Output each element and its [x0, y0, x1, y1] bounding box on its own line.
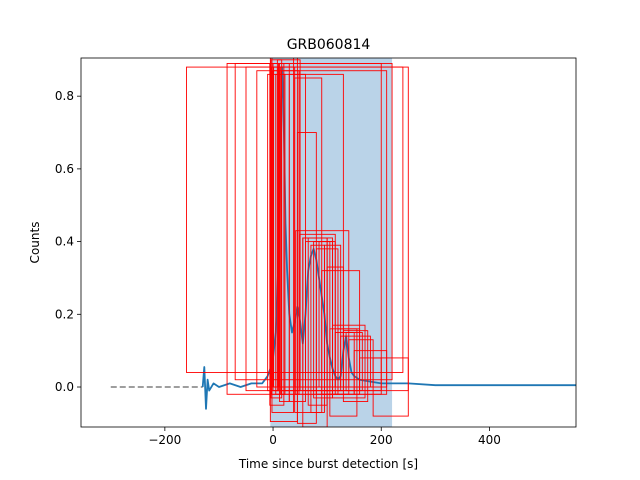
interval-box-45: [372, 357, 409, 417]
x-axis-label: Time since burst detection [s]: [238, 457, 418, 471]
interval-box-7: [271, 58, 295, 413]
interval-box-43: [353, 350, 388, 395]
y-tick-label: 0.8: [55, 89, 74, 103]
interval-box-36: [332, 324, 366, 399]
plot-layer: [110, 58, 576, 427]
y-tick-label: 0.4: [55, 235, 74, 249]
x-tick-label: 200: [370, 433, 393, 447]
y-axis: 0.0 0.2 0.4 0.6 0.8: [55, 89, 81, 394]
interval-box-14: [275, 73, 286, 395]
lightcurve-line: [201, 66, 576, 410]
axes-frame: [80, 57, 577, 428]
shaded-interval: [270, 58, 393, 427]
interval-box-18: [280, 70, 300, 395]
x-tick-label: 400: [478, 433, 501, 447]
y-tick-label: 0.6: [55, 162, 74, 176]
chart-title: GRB060814: [287, 37, 371, 53]
y-tick-label: 0.2: [55, 307, 74, 321]
interval-box-44: [359, 357, 382, 392]
x-axis: −200 0 200 400: [148, 427, 501, 447]
x-tick-label: 0: [269, 433, 277, 447]
interval-box-40: [342, 330, 369, 403]
interval-box-15: [276, 59, 301, 392]
x-tick-label: −200: [148, 433, 181, 447]
y-axis-label: Counts: [28, 222, 42, 264]
interval-box-9: [270, 59, 283, 399]
y-tick-label: 0.0: [55, 380, 74, 394]
